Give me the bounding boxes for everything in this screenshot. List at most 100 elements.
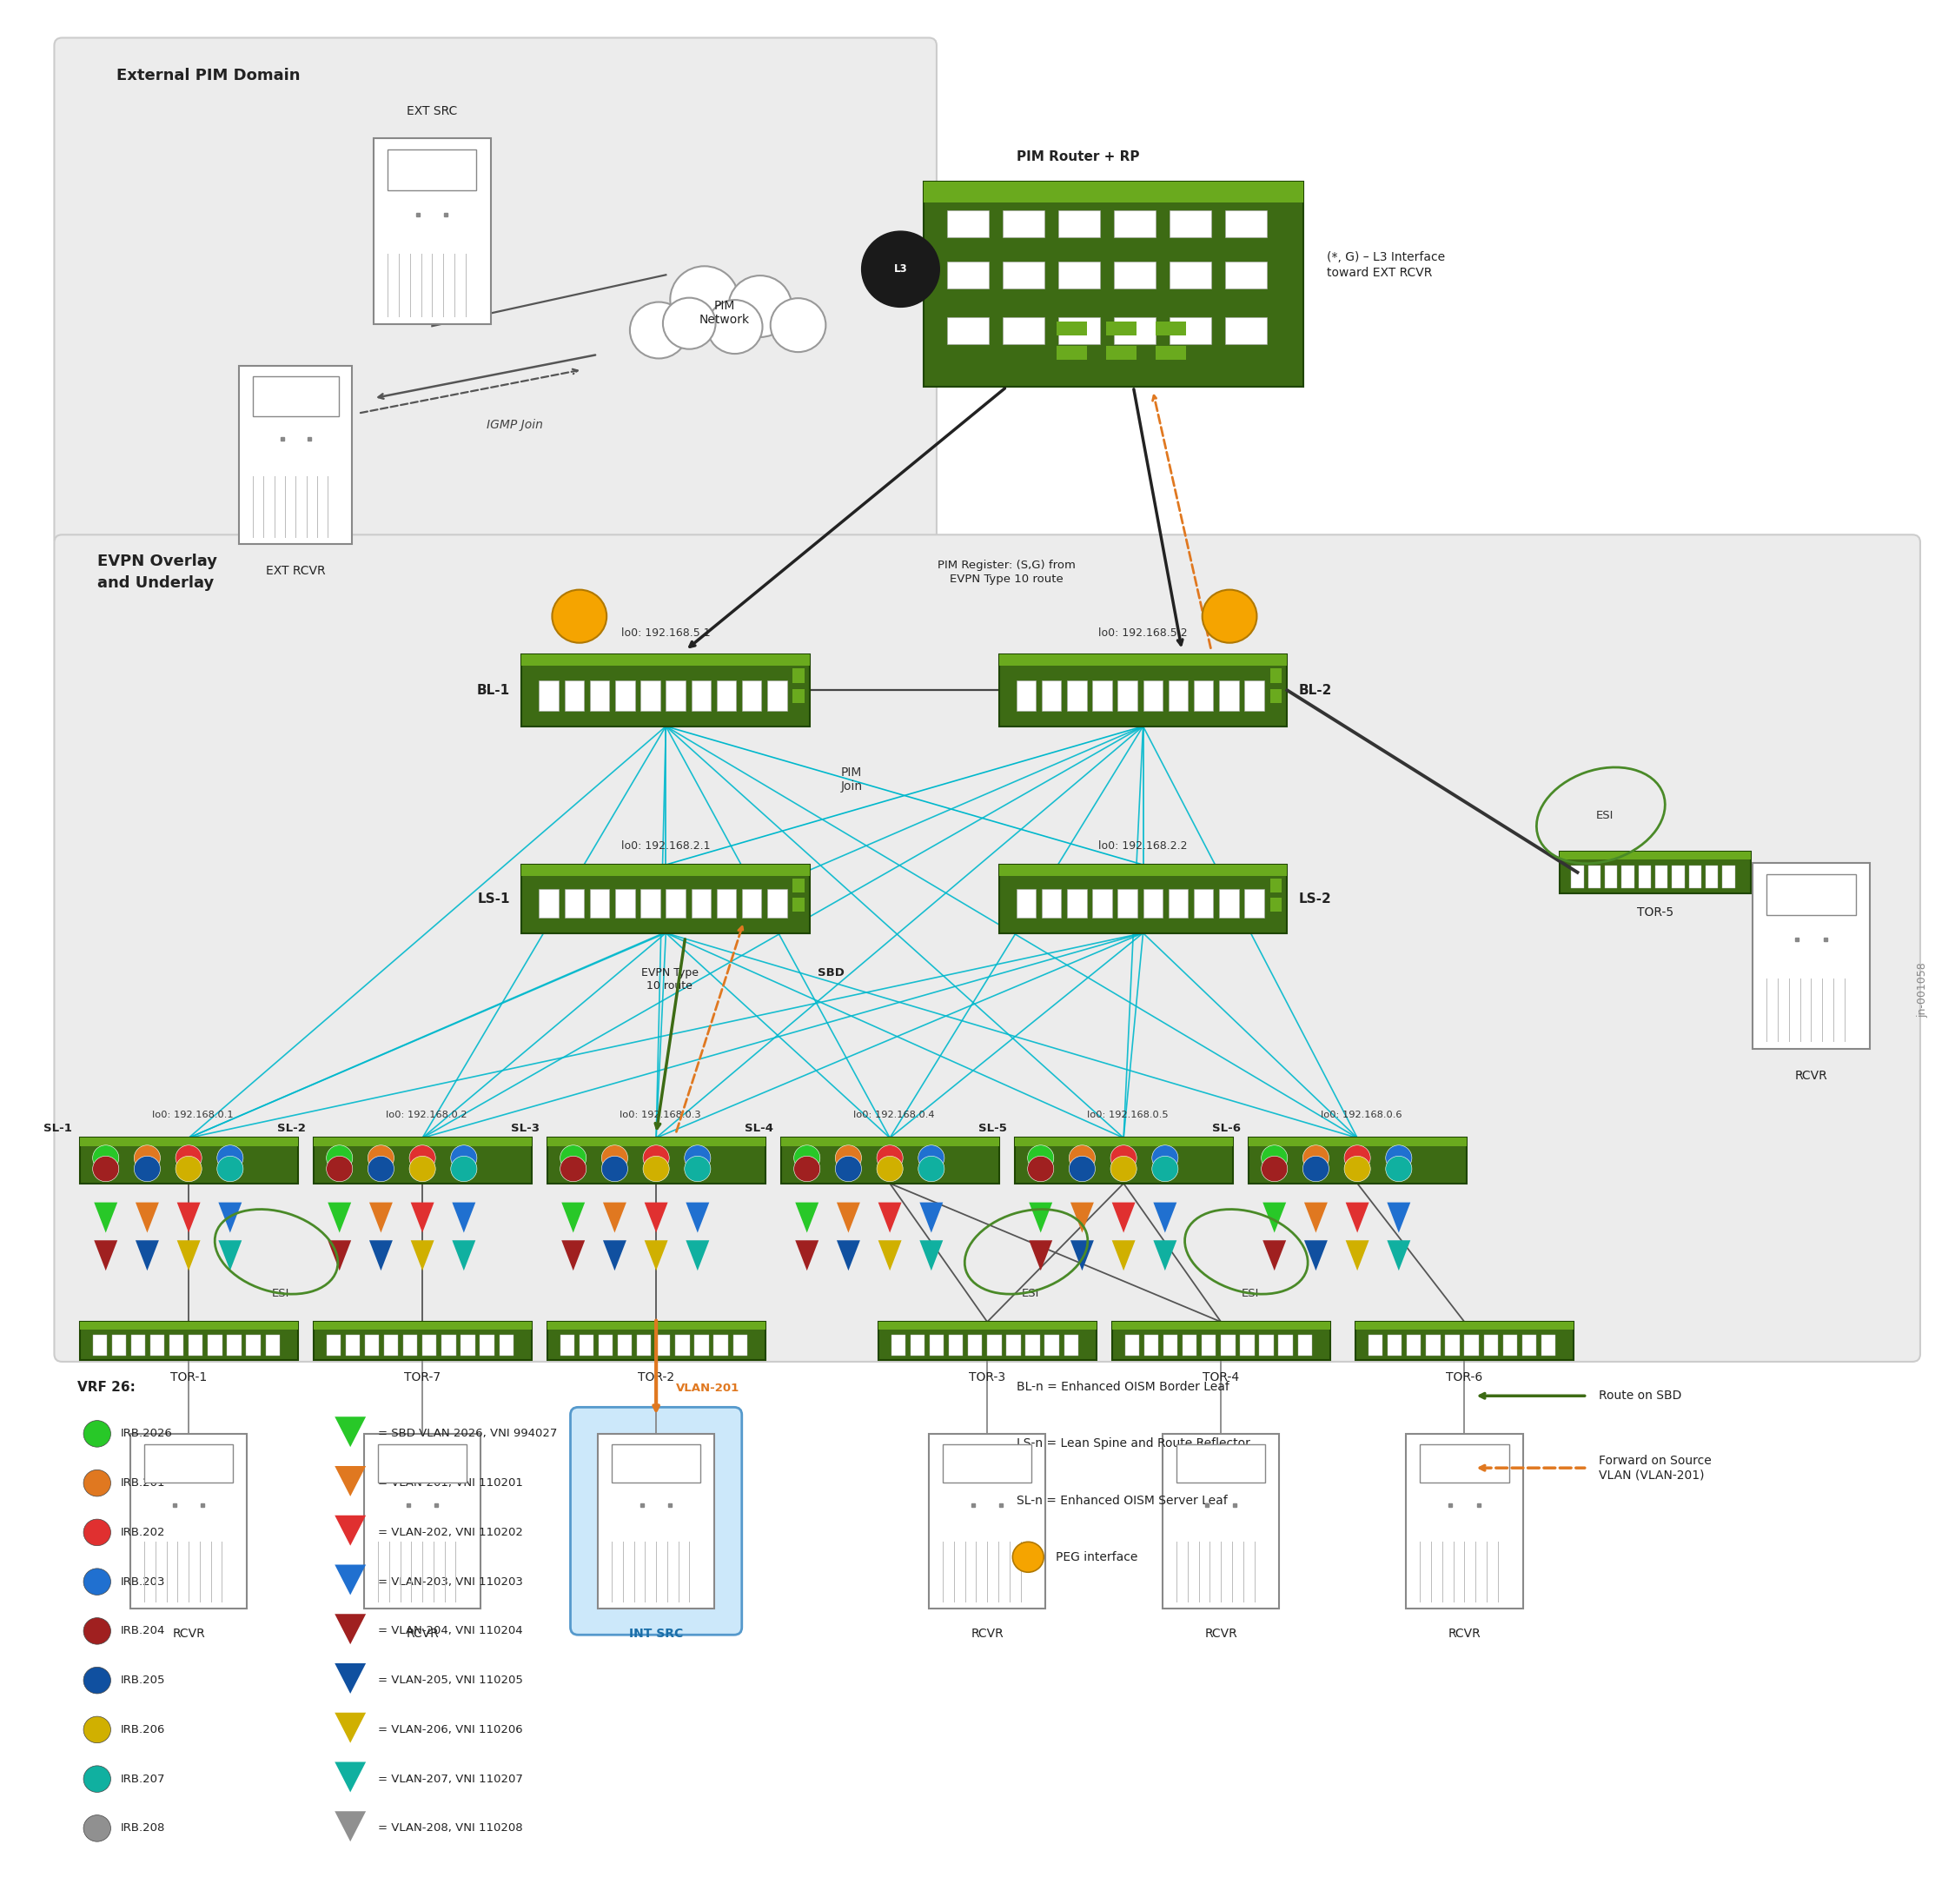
Circle shape <box>1028 1156 1054 1182</box>
Polygon shape <box>334 1466 366 1497</box>
FancyBboxPatch shape <box>1722 864 1734 887</box>
FancyBboxPatch shape <box>326 1335 340 1356</box>
FancyBboxPatch shape <box>1279 1335 1292 1356</box>
FancyBboxPatch shape <box>252 377 338 415</box>
FancyBboxPatch shape <box>999 864 1286 933</box>
FancyBboxPatch shape <box>80 1321 297 1329</box>
Text: LS-2: LS-2 <box>1298 893 1331 906</box>
FancyBboxPatch shape <box>1355 1321 1574 1329</box>
FancyBboxPatch shape <box>1144 1335 1159 1356</box>
Text: ESI: ESI <box>1021 1287 1038 1299</box>
FancyBboxPatch shape <box>717 889 737 918</box>
FancyBboxPatch shape <box>1155 347 1187 360</box>
FancyBboxPatch shape <box>1114 211 1155 238</box>
FancyBboxPatch shape <box>1093 680 1112 710</box>
FancyBboxPatch shape <box>1220 889 1239 918</box>
Polygon shape <box>919 1201 942 1232</box>
Text: = VLAN-203, VNI 110203: = VLAN-203, VNI 110203 <box>377 1577 522 1588</box>
FancyBboxPatch shape <box>1015 1139 1234 1184</box>
Text: SL-6: SL-6 <box>1212 1123 1241 1135</box>
Text: IRB.203: IRB.203 <box>121 1577 166 1588</box>
Polygon shape <box>452 1201 475 1232</box>
Circle shape <box>1151 1156 1179 1182</box>
FancyBboxPatch shape <box>522 655 809 725</box>
Text: lo0: 192.168.2.1: lo0: 192.168.2.1 <box>622 840 710 851</box>
FancyBboxPatch shape <box>346 1335 360 1356</box>
FancyBboxPatch shape <box>461 1335 475 1356</box>
Text: = VLAN-202, VNI 110202: = VLAN-202, VNI 110202 <box>377 1527 522 1538</box>
FancyBboxPatch shape <box>1003 263 1044 288</box>
Text: ESI: ESI <box>272 1287 289 1299</box>
Circle shape <box>326 1156 352 1182</box>
FancyBboxPatch shape <box>733 1335 747 1356</box>
FancyBboxPatch shape <box>948 1335 964 1356</box>
FancyBboxPatch shape <box>239 366 352 545</box>
FancyBboxPatch shape <box>522 864 809 933</box>
FancyBboxPatch shape <box>1226 318 1267 345</box>
Circle shape <box>1261 1144 1288 1171</box>
FancyBboxPatch shape <box>111 1335 125 1356</box>
FancyBboxPatch shape <box>667 680 686 710</box>
FancyBboxPatch shape <box>925 183 1304 202</box>
FancyBboxPatch shape <box>364 1434 481 1609</box>
FancyBboxPatch shape <box>313 1321 532 1359</box>
Circle shape <box>368 1156 395 1182</box>
FancyBboxPatch shape <box>1058 211 1101 238</box>
FancyBboxPatch shape <box>55 38 936 546</box>
Circle shape <box>84 1765 111 1792</box>
Polygon shape <box>334 1565 366 1596</box>
Text: TOR-6: TOR-6 <box>1447 1371 1482 1384</box>
FancyBboxPatch shape <box>1163 1335 1177 1356</box>
FancyBboxPatch shape <box>1425 1335 1441 1356</box>
FancyBboxPatch shape <box>1247 1139 1466 1184</box>
FancyBboxPatch shape <box>1058 263 1101 288</box>
Text: IRB.2026: IRB.2026 <box>121 1428 172 1439</box>
Text: PIM Router + RP: PIM Router + RP <box>1017 150 1140 164</box>
Polygon shape <box>178 1240 199 1270</box>
Text: SL-3: SL-3 <box>510 1123 540 1135</box>
FancyBboxPatch shape <box>80 1139 297 1146</box>
FancyBboxPatch shape <box>929 1434 1046 1609</box>
FancyBboxPatch shape <box>80 1139 297 1184</box>
FancyBboxPatch shape <box>377 1445 467 1483</box>
Text: IRB.204: IRB.204 <box>121 1626 164 1637</box>
Circle shape <box>84 1668 111 1695</box>
Circle shape <box>671 267 739 333</box>
FancyBboxPatch shape <box>1672 864 1685 887</box>
Circle shape <box>84 1519 111 1546</box>
Text: lo0: 192.168.5.2: lo0: 192.168.5.2 <box>1099 628 1187 640</box>
Circle shape <box>729 276 792 337</box>
FancyBboxPatch shape <box>692 680 712 710</box>
Circle shape <box>561 1144 586 1171</box>
Polygon shape <box>369 1201 393 1232</box>
FancyBboxPatch shape <box>145 1445 233 1483</box>
FancyBboxPatch shape <box>911 1335 925 1356</box>
Polygon shape <box>686 1240 710 1270</box>
FancyBboxPatch shape <box>792 668 804 684</box>
FancyBboxPatch shape <box>1114 318 1155 345</box>
Text: RCVR: RCVR <box>1449 1628 1480 1639</box>
Circle shape <box>368 1144 395 1171</box>
FancyBboxPatch shape <box>717 680 737 710</box>
Circle shape <box>602 1144 628 1171</box>
FancyBboxPatch shape <box>1220 680 1239 710</box>
Circle shape <box>84 1815 111 1841</box>
FancyBboxPatch shape <box>373 139 491 324</box>
Circle shape <box>135 1144 160 1171</box>
Circle shape <box>684 1144 712 1171</box>
Polygon shape <box>334 1761 366 1792</box>
Text: BL-1: BL-1 <box>477 684 510 697</box>
FancyBboxPatch shape <box>1523 1335 1537 1356</box>
FancyBboxPatch shape <box>1368 1335 1382 1356</box>
FancyBboxPatch shape <box>1705 864 1718 887</box>
FancyBboxPatch shape <box>616 680 635 710</box>
Circle shape <box>551 590 606 644</box>
Polygon shape <box>334 1712 366 1742</box>
FancyBboxPatch shape <box>1107 347 1136 360</box>
Text: ESI: ESI <box>1241 1287 1259 1299</box>
FancyBboxPatch shape <box>1155 322 1187 335</box>
FancyBboxPatch shape <box>1419 1445 1509 1483</box>
Text: TOR-7: TOR-7 <box>405 1371 440 1384</box>
Circle shape <box>630 303 688 358</box>
FancyBboxPatch shape <box>366 1335 379 1356</box>
